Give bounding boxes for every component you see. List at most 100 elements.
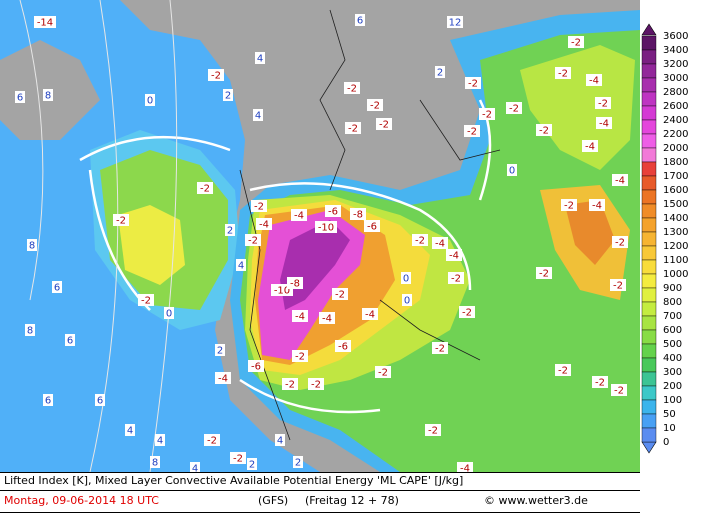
contour-label: -4 [460,464,470,475]
contour-label: -4 [592,201,602,212]
legend-label: 3200 [663,59,688,70]
contour-label-box [596,117,612,129]
contour-label: -4 [295,312,305,323]
contour-label-box [43,394,53,406]
contour-label-box [332,288,348,300]
contour-label: -14 [37,18,53,29]
legend-band [641,35,657,51]
contour-label-box [355,14,365,26]
contour-label-box [25,324,35,336]
contour-label: -2 [428,426,438,437]
contour-label: -2 [370,101,380,112]
legend-label: 0 [663,437,669,448]
legend-label: 100 [663,395,682,406]
contour-label-box [457,462,473,474]
contour-label: -2 [451,274,461,285]
legend-band [641,329,657,345]
contour-label: -2 [564,201,574,212]
contour-label: 6 [67,336,73,347]
legend-band [641,203,657,219]
contour-label: -2 [254,202,264,213]
contour-label-box [215,372,231,384]
contour-label: -2 [348,124,358,135]
contour-label-box [138,294,154,306]
legend-band [641,105,657,121]
contour-label-box [375,366,391,378]
legend-arrow-bottom [641,441,657,454]
legend-band [641,217,657,233]
legend-label: 50 [663,409,676,420]
contour-label-box [251,200,267,212]
contour-label-box [256,218,272,230]
legend-band [641,91,657,107]
legend-band [641,133,657,149]
contour-label: -4 [294,211,304,222]
legend-band [641,427,657,443]
contour-label-box [595,97,611,109]
contour-label: -4 [599,119,609,130]
contour-label: -4 [322,314,332,325]
contour-label-box [308,378,324,390]
contour-label: -2 [233,454,243,465]
legend-band [641,49,657,65]
contour-label: -4 [218,374,228,385]
contour-label: 0 [509,166,515,177]
legend-label: 700 [663,311,682,322]
legend-band [641,357,657,373]
contour-label-box [253,109,263,121]
legend-label: 2800 [663,87,688,98]
contour-label-box [255,52,265,64]
contour-label-box [150,456,160,468]
legend-label: 1200 [663,241,688,252]
contour-label: 4 [157,436,163,447]
contour-label-box [236,259,246,271]
contour-label: -2 [571,38,581,49]
contour-label: -2 [200,184,210,195]
contour-label: -8 [290,279,300,290]
contour-label: -2 [558,366,568,377]
contour-label: -2 [211,71,221,82]
legend-label: 2600 [663,101,688,112]
contour-label: 0 [147,96,153,107]
contour-label: -2 [285,380,295,391]
contour-label: -6 [338,342,348,353]
orange-area-east [565,200,615,265]
contour-label-box [275,434,285,446]
contour-label-box [425,424,441,436]
footer-credit: © www.wetter3.de [484,494,588,507]
legend-band [641,385,657,401]
contour-label-box [401,272,411,284]
contour-label: -2 [595,378,605,389]
contour-label: 0 [166,309,172,320]
contour-label-box [43,89,53,101]
contour-label-box [448,272,464,284]
contour-label-box [145,94,155,106]
legend-band [641,189,657,205]
contour-label: 4 [257,54,263,65]
contour-label-box [155,434,165,446]
contour-label: -6 [251,362,261,373]
contour-label: -2 [468,79,478,90]
contour-label-box [113,214,129,226]
legend-label: 1000 [663,269,688,280]
contour-label: -4 [449,251,459,262]
contour-label-box [561,199,577,211]
contour-label-box [197,182,213,194]
contour-label-box [34,16,56,28]
contour-label: 4 [277,436,283,447]
legend-band [641,119,657,135]
legend-label: 10 [663,423,676,434]
contour-label: -2 [539,126,549,137]
legend-label: 600 [663,325,682,336]
legend-label: 1100 [663,255,688,266]
contour-label: 8 [152,458,158,469]
contour-label: -2 [379,120,389,131]
contour-label: -2 [141,296,151,307]
contour-line [79,99,492,414]
contour-label-box [125,424,135,436]
legend-label: 3000 [663,73,688,84]
contour-label-box [536,267,552,279]
contour-label-box [247,458,257,470]
contour-label-box [611,384,627,396]
